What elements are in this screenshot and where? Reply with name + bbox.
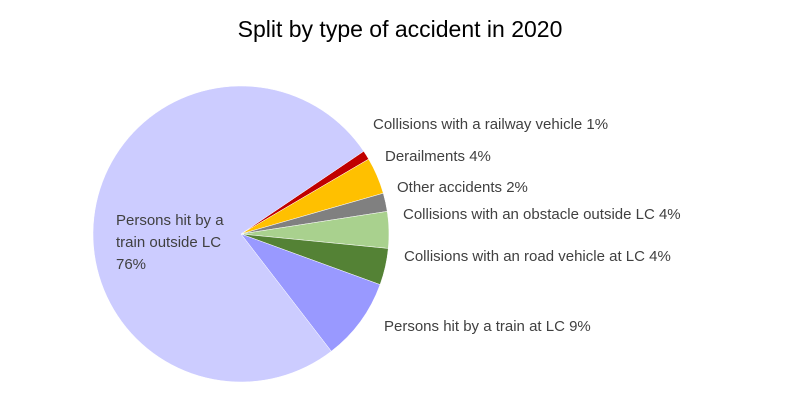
pie-slice-7	[92, 85, 365, 383]
chart-title: Split by type of accident in 2020	[237, 16, 563, 42]
slice-label-1: Collisions with a railway vehicle 1%	[373, 116, 608, 133]
pie-slices	[92, 85, 390, 383]
slice-label-6: Persons hit by a train at LC 9%	[384, 318, 591, 335]
pie-labels: Collisions with a railway vehicle 1% Dera…	[116, 116, 681, 335]
slice-label-7: Persons hit by a train outside LC 76%	[116, 212, 224, 273]
pie-slice-6	[240, 233, 381, 352]
slice-label-3: Other accidents 2%	[397, 179, 528, 196]
slice-label-5: Collisions with an road vehicle at LC 4%	[404, 248, 671, 265]
slice-label-2: Derailments 4%	[385, 148, 491, 165]
slice-label-4: Collisions with an obstacle outside LC 4…	[403, 206, 681, 223]
